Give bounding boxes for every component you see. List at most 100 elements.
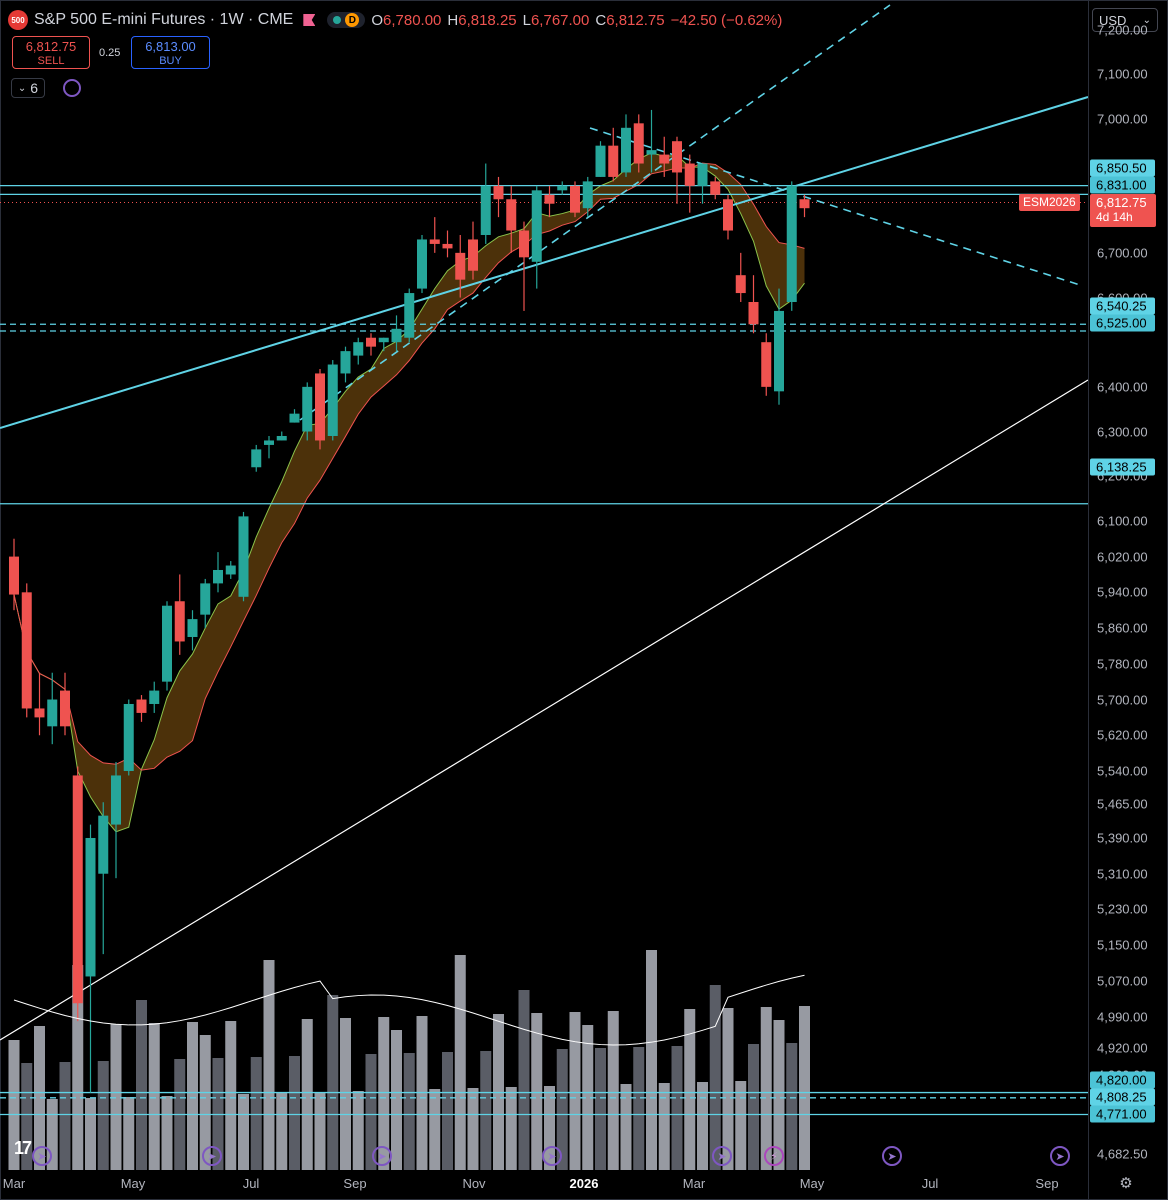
time-axis-label: Sep <box>1035 1176 1059 1191</box>
volume-bar <box>225 1021 237 1170</box>
candle-body <box>417 239 427 289</box>
volume-bar <box>97 1061 109 1170</box>
event-icon[interactable]: ➤ <box>712 1146 732 1166</box>
candle-body <box>672 141 682 173</box>
volume-bar <box>403 1053 415 1170</box>
candle-body <box>582 181 593 209</box>
candle-body <box>327 364 338 436</box>
volume-bar <box>760 1007 772 1170</box>
long-trend-line <box>0 379 1089 1041</box>
volume-bar <box>544 1086 555 1170</box>
candle-body <box>174 601 185 642</box>
candle-body <box>468 239 478 271</box>
price-axis[interactable] <box>1088 0 1168 1200</box>
candle-body <box>442 243 453 249</box>
flag-icon[interactable] <box>303 14 316 26</box>
candle-body <box>366 337 376 347</box>
candle-body <box>646 150 657 155</box>
event-icon[interactable]: ➤ <box>882 1146 902 1166</box>
candle-body <box>353 342 364 356</box>
candle-body <box>187 619 198 637</box>
chart-header: 500 S&P 500 E-mini Futures · 1W · CME D … <box>8 8 788 32</box>
time-axis-label: 2026 <box>569 1176 599 1191</box>
volume-bar <box>582 1025 594 1170</box>
volume-bar <box>59 1062 71 1170</box>
candle-body <box>697 163 708 186</box>
open-value: 6,780.00 <box>383 11 442 29</box>
candle-body <box>72 775 83 1004</box>
price-tick-label: 4,990.00 <box>1097 1009 1148 1025</box>
price-tick-label: 6,100.00 <box>1097 513 1148 529</box>
indicators-toggle[interactable]: ⌄ 6 <box>11 78 45 98</box>
volume-bar <box>684 1009 696 1170</box>
event-icon[interactable]: ➤ <box>32 1146 52 1166</box>
contract-tag: ESM2026 <box>1019 194 1080 211</box>
candle-body <box>748 301 759 325</box>
volume-bar <box>748 1044 759 1170</box>
price-tick-label: 6,300.00 <box>1097 424 1148 440</box>
candle-body <box>774 310 784 392</box>
volume-bar <box>442 1052 453 1170</box>
volume-bar <box>556 1049 568 1170</box>
candle-body <box>162 605 172 682</box>
price-tick-label: 5,940.00 <box>1097 584 1148 600</box>
candle-body <box>519 230 529 258</box>
volume-bar <box>250 1057 262 1170</box>
candle-body <box>506 199 517 231</box>
candle-body <box>149 690 160 704</box>
price-tick-label: 7,100.00 <box>1097 66 1148 82</box>
tradingview-logo-icon[interactable]: 17 <box>14 1138 32 1158</box>
volume-bar <box>289 1056 300 1170</box>
candle-body <box>621 127 631 173</box>
currency-select[interactable]: USD ⌄ <box>1092 8 1158 32</box>
lightning-event-icon[interactable]: ⚡ <box>764 1146 784 1166</box>
buy-button[interactable]: 6,813.00 BUY <box>131 36 210 69</box>
volume-bar <box>187 1022 198 1170</box>
candle-body <box>378 337 389 343</box>
bar-countdown: 4d 14h <box>1096 210 1133 224</box>
symbol-logo[interactable]: 500 <box>8 10 28 30</box>
price-level-label: 6,831.00 <box>1090 176 1155 194</box>
volume-bar <box>340 1018 351 1170</box>
time-axis-label: Sep <box>343 1176 367 1191</box>
price-level-label: 6,138.25 <box>1090 458 1155 476</box>
sell-button[interactable]: 6,812.75 SELL <box>12 36 90 69</box>
event-icon[interactable]: ➤ <box>372 1146 392 1166</box>
event-icon[interactable]: ➤ <box>542 1146 562 1166</box>
candle-body <box>557 185 568 191</box>
candle-body <box>723 199 733 231</box>
event-icon[interactable]: ➤ <box>1050 1146 1070 1166</box>
candle-body <box>544 194 555 204</box>
price-tick-label: 5,860.00 <box>1097 620 1148 636</box>
symbol-title[interactable]: S&P 500 E-mini Futures · 1W · CME <box>34 11 294 28</box>
candle-body <box>21 592 32 709</box>
candle-body <box>531 190 542 262</box>
price-tick-label: 6,020.00 <box>1097 549 1148 565</box>
event-icon[interactable]: ➤ <box>202 1146 222 1166</box>
market-status[interactable]: D <box>327 12 366 28</box>
candle-body <box>289 413 300 423</box>
high-value: 6,818.25 <box>458 11 517 29</box>
volume-bar <box>697 1082 708 1170</box>
candle-body <box>570 185 580 213</box>
chevron-down-icon: ⌄ <box>17 82 27 94</box>
refresh-icon[interactable] <box>63 79 81 97</box>
time-axis-label: Jul <box>921 1176 939 1191</box>
volume-bar <box>391 1030 402 1170</box>
current-price-value: 6,812.75 <box>1096 195 1147 210</box>
candle-body <box>710 181 721 195</box>
candle-body <box>404 293 415 338</box>
candle-body <box>786 185 797 302</box>
price-tick-label: 5,465.00 <box>1097 796 1148 812</box>
candle-body <box>429 239 440 244</box>
price-tick-label: 5,620.00 <box>1097 727 1148 743</box>
change-value: −42.50 (−0.62%) <box>670 11 783 29</box>
settings-gear-icon[interactable]: ⚙ <box>1119 1175 1133 1192</box>
candle-body <box>761 342 772 387</box>
time-axis-label: Nov <box>462 1176 486 1191</box>
candle-body <box>302 386 313 432</box>
candle-body <box>200 583 211 615</box>
price-tick-label: 5,780.00 <box>1097 656 1148 672</box>
chevron-down-icon: ⌄ <box>1142 14 1151 26</box>
